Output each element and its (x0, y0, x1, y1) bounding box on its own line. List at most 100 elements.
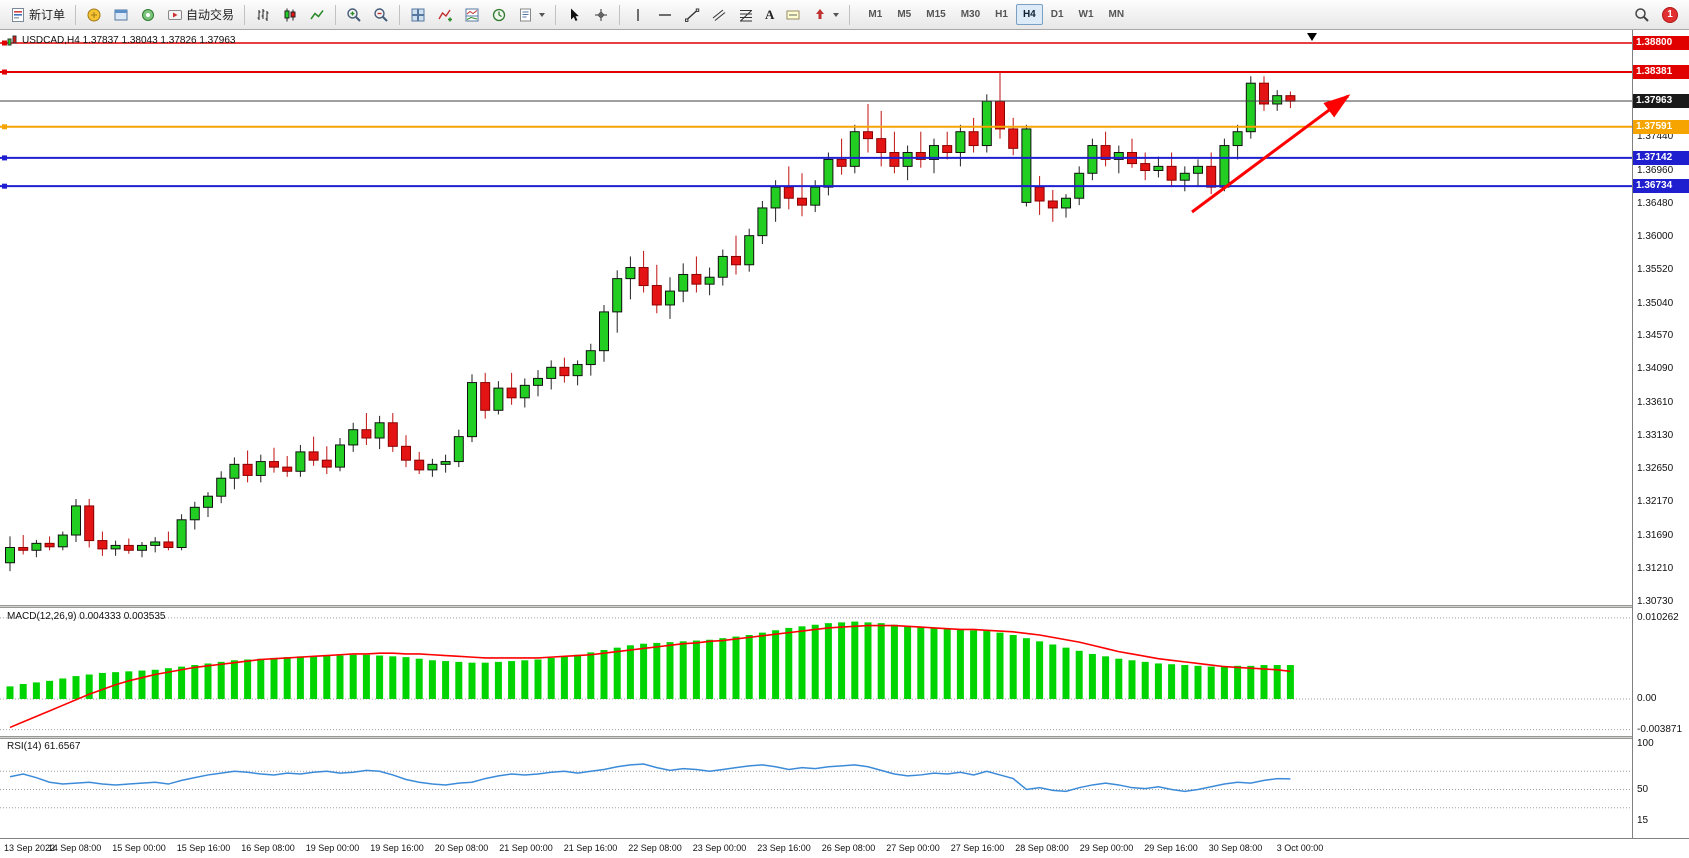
timeframe-button-h4[interactable]: H4 (1015, 4, 1043, 25)
tile-windows-button[interactable] (405, 3, 431, 27)
timeframe-button-m30[interactable]: M30 (954, 4, 987, 25)
macd-histogram-bar (1102, 656, 1110, 699)
timeframe-button-m1[interactable]: M1 (861, 4, 889, 25)
candle-body (717, 255, 728, 278)
candlestick-chart-button[interactable] (277, 3, 303, 27)
candle-body (770, 186, 781, 209)
time-axis[interactable]: 13 Sep 2022 14 Sep 08:00 15 Sep 00:00 15 Se… (0, 838, 1689, 858)
candle-body (731, 255, 741, 266)
candle-body (955, 131, 966, 153)
rsi-panel[interactable] (0, 739, 1632, 837)
rsi-panel-divider[interactable] (0, 736, 1632, 739)
price-badge: 1.36734 (1633, 179, 1689, 194)
candle-body (163, 541, 174, 549)
trend-arrow[interactable] (1191, 94, 1351, 214)
new-order-button[interactable]: 新订单 (5, 3, 70, 27)
candle-body (361, 429, 372, 439)
toolbar-separator (75, 4, 77, 25)
macd-histogram-bar (1194, 665, 1202, 699)
chart-shift-marker[interactable] (1307, 33, 1317, 41)
main-price-chart[interactable] (0, 30, 1632, 605)
macd-histogram-bar (1168, 664, 1176, 699)
cursor-button[interactable] (561, 3, 587, 27)
candle-body (203, 495, 213, 508)
horizontal-line-icon (659, 13, 672, 16)
macd-histogram-bar (349, 654, 357, 699)
line-handle[interactable] (2, 155, 7, 161)
line-handle[interactable] (2, 183, 7, 189)
macd-histogram-bar (191, 665, 199, 699)
timeframe-button-mn[interactable]: MN (1102, 4, 1132, 25)
candle-body (1166, 165, 1177, 181)
templates-button[interactable] (513, 3, 550, 27)
vertical-line-tool-button[interactable] (625, 3, 651, 27)
candle-body (612, 278, 623, 313)
price-tick-label: 1.31690 (1637, 529, 1674, 541)
trendline-tool-button[interactable] (679, 3, 705, 27)
arrows-tool-button[interactable] (807, 3, 844, 27)
notification-badge[interactable]: 1 (1662, 6, 1678, 23)
text-tool-button[interactable]: A (760, 3, 779, 27)
macd-panel-divider[interactable] (0, 605, 1632, 608)
auto-trading-button[interactable]: 自动交易 (162, 3, 239, 27)
macd-histogram-bar (1260, 665, 1268, 699)
candle-body (519, 384, 530, 399)
time-axis-label: 16 Sep 08:00 (241, 843, 295, 853)
macd-histogram-bar (1181, 665, 1189, 699)
metaeditor-button[interactable] (81, 3, 107, 27)
line-handle[interactable] (2, 124, 7, 130)
macd-histogram-bar (679, 641, 687, 699)
fibonacci-tool-button[interactable] (733, 3, 759, 27)
search-button[interactable] (1629, 3, 1655, 27)
macd-histogram-bar (996, 632, 1004, 699)
price-scale[interactable]: 1.37440 1.36960 1.36480 1.36000 1.35520 1.350… (1632, 30, 1689, 858)
macd-histogram-bar (389, 656, 397, 699)
line-chart-button[interactable] (304, 3, 330, 27)
candle-body (1259, 82, 1269, 105)
timeframe-button-h1[interactable]: H1 (988, 4, 1015, 25)
indicator-window-button[interactable] (459, 3, 485, 27)
macd-histogram-bar (560, 656, 568, 699)
time-axis-label: 15 Sep 00:00 (112, 843, 166, 853)
crosshair-button[interactable] (588, 3, 614, 27)
line-handle[interactable] (2, 40, 7, 46)
period-button[interactable] (486, 3, 512, 27)
candle-body (929, 145, 939, 160)
candle-body (84, 505, 95, 542)
timeframe-button-w1[interactable]: W1 (1072, 4, 1101, 25)
candle-body (97, 540, 108, 550)
macd-histogram-bar (402, 657, 410, 699)
macd-histogram-bar (1115, 658, 1123, 699)
label-tool-button[interactable] (780, 3, 806, 27)
zoom-in-button[interactable] (341, 3, 367, 27)
macd-histogram-bar (943, 628, 951, 699)
auto-trading-icon (168, 9, 183, 20)
candle-body (559, 366, 570, 377)
macd-panel[interactable] (0, 608, 1632, 736)
channel-tool-button[interactable] (706, 3, 732, 27)
candle-body (1206, 165, 1217, 188)
macd-histogram-bar (970, 630, 978, 699)
strategy-tester-button[interactable] (135, 3, 161, 27)
line-handle[interactable] (2, 69, 7, 75)
zoom-out-button[interactable] (368, 3, 394, 27)
macd-histogram-bar (864, 622, 872, 699)
macd-histogram-bar (613, 647, 621, 699)
timeframe-button-m5[interactable]: M5 (890, 4, 918, 25)
indicators-button[interactable] (432, 3, 458, 27)
timeframe-button-m15[interactable]: M15 (919, 4, 952, 25)
bar-chart-button[interactable] (250, 3, 276, 27)
time-axis-label: 26 Sep 08:00 (821, 843, 876, 853)
terminal-button[interactable] (108, 3, 134, 27)
horizontal-line-tool-button[interactable] (652, 3, 678, 27)
macd-label: MACD(12,26,9) 0.004333 0.003535 (7, 611, 166, 622)
chart-title-text: USDCAD,H4 1.37837 1.38043 1.37826 1.3796… (22, 35, 236, 46)
macd-histogram-bar (1022, 638, 1030, 699)
timeframe-button-d1[interactable]: D1 (1044, 4, 1071, 25)
macd-histogram-bar (72, 676, 80, 699)
toolbar-separator (335, 4, 337, 25)
crosshair-icon (595, 8, 608, 21)
macd-histogram-bar (1154, 663, 1162, 699)
macd-histogram-bar (125, 671, 133, 699)
macd-histogram-bar (745, 635, 753, 699)
